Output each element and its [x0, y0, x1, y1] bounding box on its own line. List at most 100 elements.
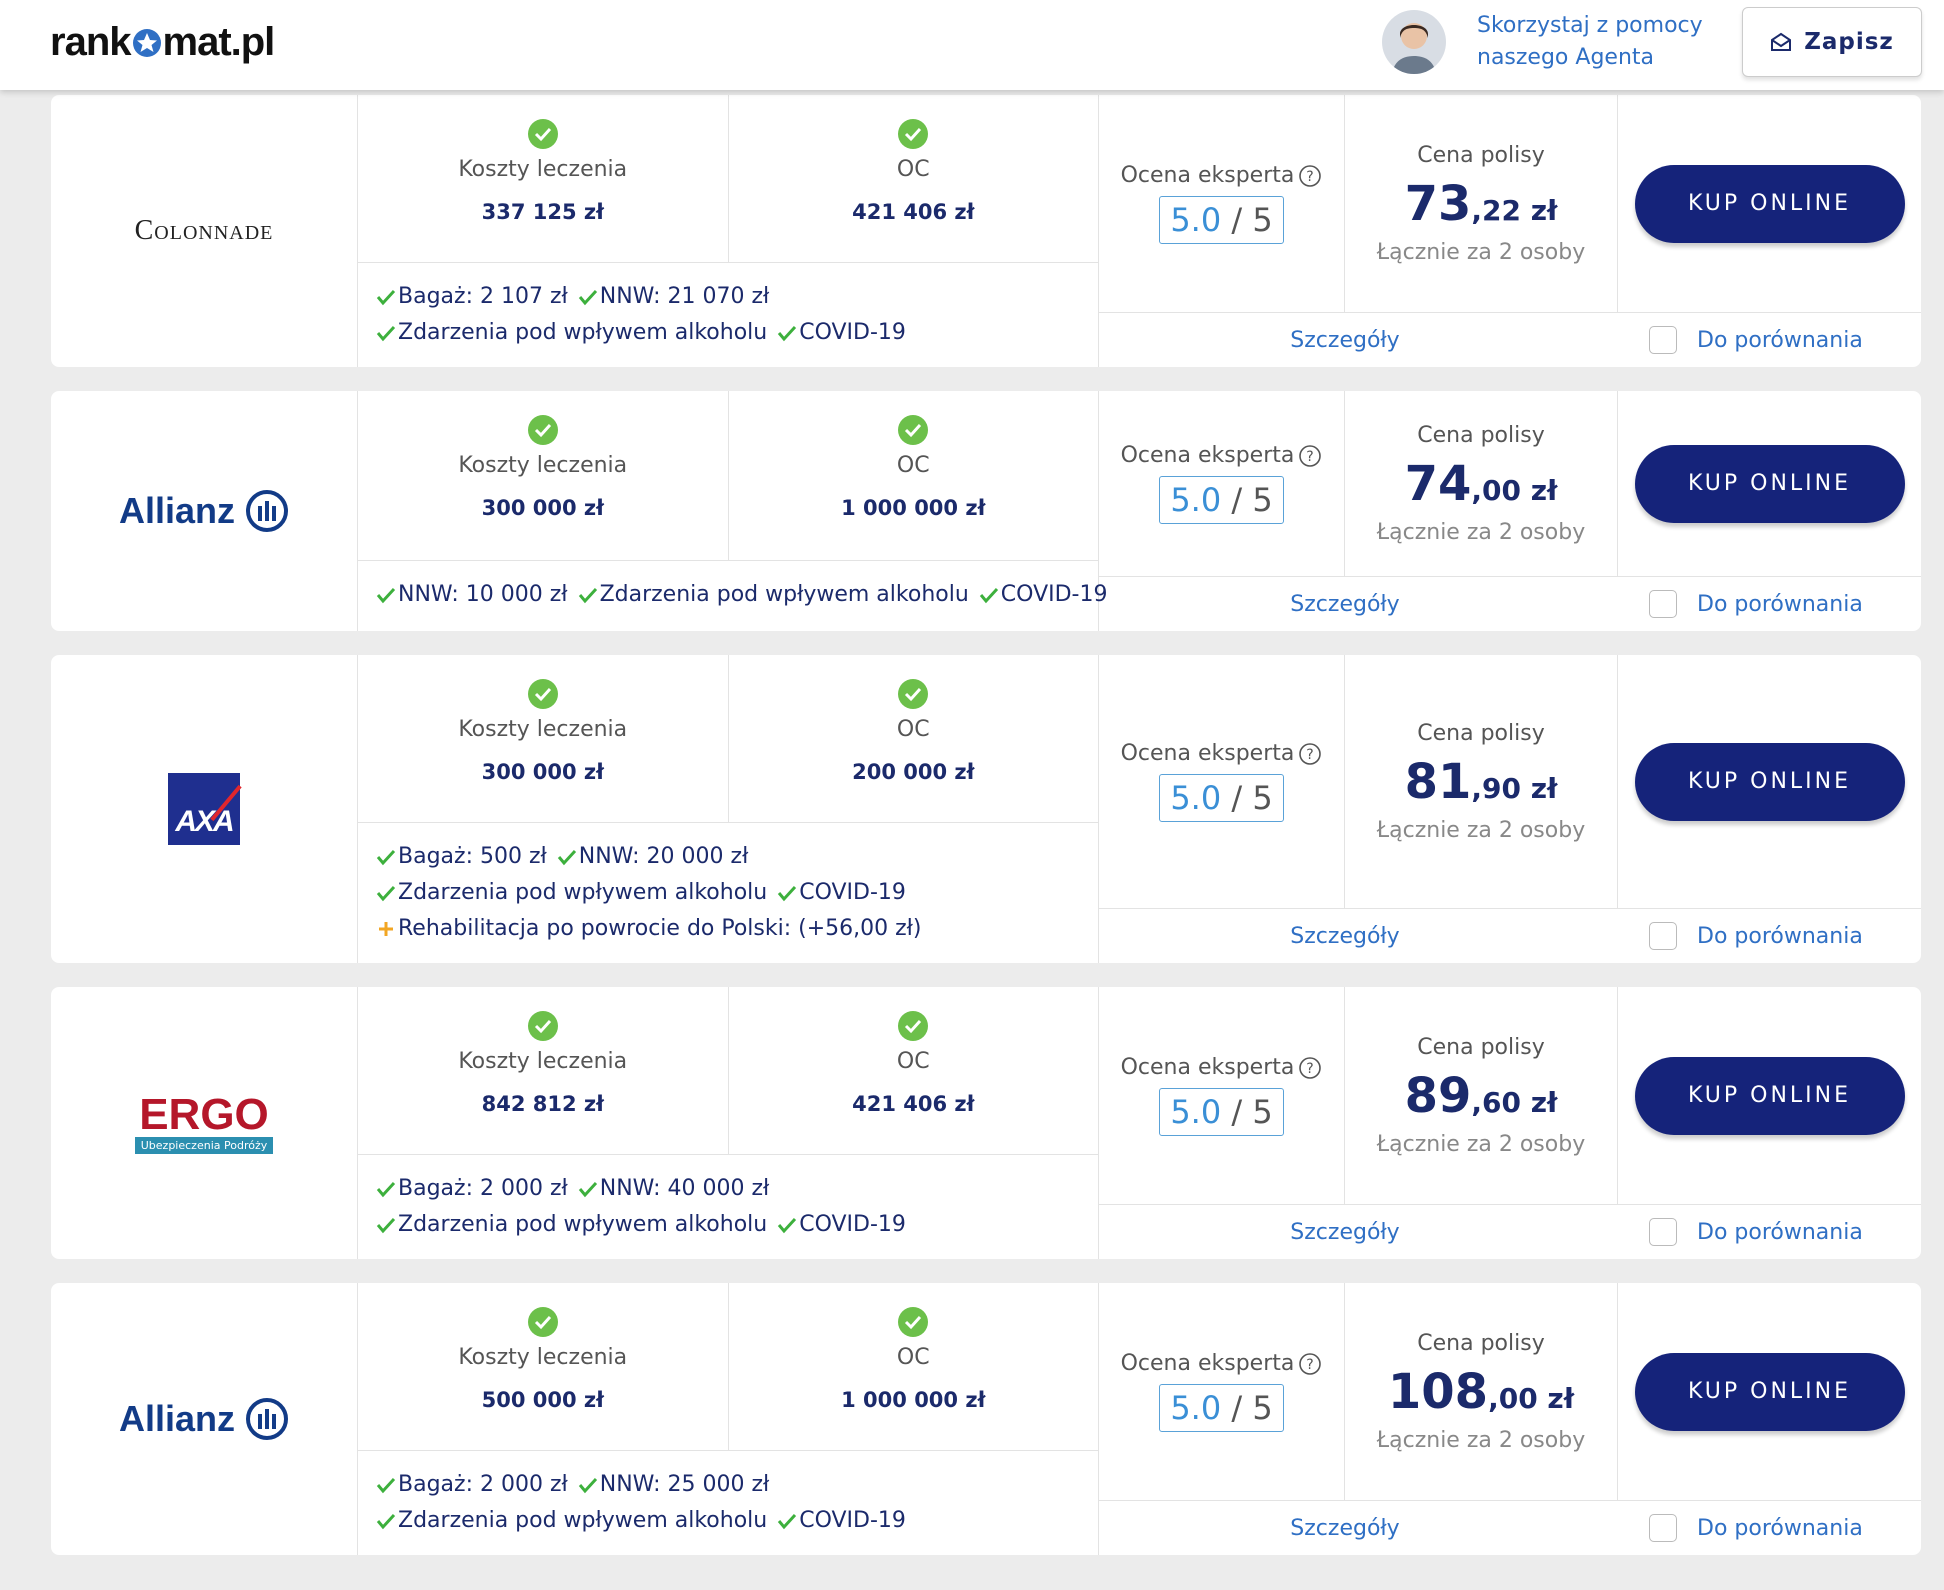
- buy-button[interactable]: KUP ONLINE: [1634, 1056, 1905, 1135]
- icon: [979, 585, 999, 605]
- price-note: Łącznie za 2 osoby: [1376, 817, 1586, 843]
- compare[interactable]: Do porównania: [1591, 1514, 1921, 1542]
- coverage-value: 1 000 000 zł: [841, 496, 986, 520]
- coverage-label: Koszty leczenia: [458, 1345, 628, 1370]
- coverage-item: Koszty leczenia 337 125 zł: [358, 95, 728, 262]
- rating-value: 5.0: [1170, 779, 1222, 817]
- compare-label: Do porównania: [1697, 591, 1863, 617]
- details-link[interactable]: Szczegóły: [1290, 923, 1400, 949]
- price: Cena polisy 81,90 zł Łącznie za 2 osoby: [1345, 655, 1618, 908]
- icon: [376, 323, 396, 343]
- coverage-item: OC 200 000 zł: [727, 655, 1099, 822]
- coverage-main: Koszty leczenia 300 000 zł OC 200 000 zł: [358, 655, 1098, 823]
- offer-card: Colonnade Koszty leczenia 337 125 zł OC 421 …: [51, 95, 1921, 367]
- agent-help[interactable]: Skorzystaj z pomocy naszego Agenta: [1477, 10, 1703, 74]
- compare-checkbox[interactable]: [1649, 1218, 1677, 1246]
- extra-text: COVID-19: [799, 320, 906, 345]
- compare[interactable]: Do porównania: [1591, 922, 1921, 950]
- compare-checkbox[interactable]: [1649, 1514, 1677, 1542]
- offer-summary: Ocena eksperta? 5.0 / 5 Cena polisy 89,60 z…: [1099, 987, 1921, 1204]
- extra-text: Bagaż: 2 000 zł: [398, 1472, 568, 1497]
- rating-label: Ocena eksperta?: [1121, 163, 1323, 188]
- buy-wrap: KUP ONLINE: [1618, 391, 1921, 576]
- logo-star: [132, 28, 161, 57]
- offer-side: Ocena eksperta? 5.0 / 5 Cena polisy 81,90 z…: [1099, 655, 1921, 963]
- extras: Bagaż: 2 000 zł NNW: 40 000 zł Zdarzenia p…: [358, 1155, 1098, 1259]
- compare[interactable]: Do porównania: [1591, 326, 1921, 354]
- logo-text: AXA: [175, 805, 234, 838]
- rating-label-text: Ocena eksperta: [1120, 741, 1295, 766]
- extra-item: Zdarzenia pod wpływem alkoholu: [376, 315, 767, 351]
- icon: [898, 119, 929, 149]
- compare[interactable]: Do porównania: [1591, 590, 1921, 618]
- logo: Allianz: [119, 489, 289, 533]
- price-decimal: ,90 zł: [1471, 771, 1558, 805]
- extra-text: Zdarzenia pod wpływem alkoholu: [398, 1508, 768, 1533]
- details-link[interactable]: Szczegóły: [1290, 1515, 1400, 1541]
- compare-label: Do porównania: [1697, 327, 1863, 353]
- save-button[interactable]: Zapisz: [1742, 7, 1922, 77]
- rating-box: 5.0 / 5: [1159, 1088, 1284, 1136]
- rating-label: Ocena eksperta?: [1121, 741, 1323, 766]
- icon[interactable]: ?: [1298, 1352, 1322, 1376]
- extras: Bagaż: 500 zł NNW: 20 000 zł Zdarzenia pod…: [358, 823, 1098, 963]
- insurer-logo: Allianz: [51, 1283, 358, 1555]
- icon: [578, 1475, 598, 1495]
- buy-button[interactable]: KUP ONLINE: [1634, 444, 1905, 523]
- coverage-value: 1 000 000 zł: [841, 1388, 986, 1412]
- compare-checkbox[interactable]: [1649, 922, 1677, 950]
- insurer-logo: Colonnade: [51, 95, 358, 367]
- expert-rating: Ocena eksperta? 5.0 / 5: [1099, 655, 1345, 908]
- icon[interactable]: ?: [1298, 1056, 1322, 1080]
- icon: [376, 287, 396, 307]
- logo-text: Colonnade: [134, 215, 274, 246]
- extra-text: Bagaż: 500 zł: [398, 844, 547, 869]
- price-label: Cena polisy: [1417, 720, 1545, 746]
- price-label: Cena polisy: [1417, 422, 1545, 448]
- rating-max: / 5: [1231, 1093, 1273, 1131]
- rating-max: / 5: [1231, 779, 1273, 817]
- details-link[interactable]: Szczegóły: [1290, 591, 1400, 617]
- logo-text: mat.pl: [162, 20, 276, 64]
- details-link[interactable]: Szczegóły: [1290, 327, 1400, 353]
- extra-item: Bagaż: 500 zł: [376, 839, 547, 875]
- offer-card: AXA Koszty leczenia 300 000 zł OC 200 000 zł…: [51, 655, 1921, 963]
- buy-button[interactable]: KUP ONLINE: [1634, 742, 1905, 821]
- logo[interactable]: rank mat.pl: [50, 20, 276, 65]
- icon[interactable]: ?: [1298, 164, 1322, 188]
- compare-checkbox[interactable]: [1649, 590, 1677, 618]
- coverage-value: 842 812 zł: [481, 1092, 604, 1116]
- extras: NNW: 10 000 zł Zdarzenia pod wpływem alko…: [358, 561, 1107, 629]
- coverage: Koszty leczenia 337 125 zł OC 421 406 zł Bag…: [358, 95, 1099, 367]
- offer-card: ERGO Ubezpieczenia Podróży Koszty leczenia…: [51, 987, 1921, 1259]
- coverage-item: Koszty leczenia 300 000 zł: [358, 391, 728, 560]
- buy-button[interactable]: KUP ONLINE: [1634, 1352, 1905, 1431]
- rating-value: 5.0: [1170, 1389, 1222, 1427]
- extras-line: Zdarzenia pod wpływem alkoholu COVID-19: [376, 1503, 1080, 1539]
- extra-item: NNW: 21 070 zł: [578, 279, 769, 315]
- icon: [777, 323, 797, 343]
- price-decimal: ,22 zł: [1471, 193, 1558, 227]
- offer-side: Ocena eksperta? 5.0 / 5 Cena polisy 74,00 z…: [1099, 391, 1921, 631]
- coverage-item: OC 421 406 zł: [727, 95, 1099, 262]
- compare-checkbox[interactable]: [1649, 326, 1677, 354]
- price-value: 108,00 zł: [1388, 1364, 1574, 1420]
- buy-button[interactable]: KUP ONLINE: [1634, 164, 1905, 243]
- extra-item: NNW: 10 000 zł: [376, 577, 568, 613]
- icon: [557, 847, 577, 867]
- offer-summary: Ocena eksperta? 5.0 / 5 Cena polisy 74,00 z…: [1099, 391, 1921, 576]
- expert-rating: Ocena eksperta? 5.0 / 5: [1099, 391, 1345, 576]
- extra-text: NNW: 20 000 zł: [578, 844, 749, 869]
- details-link[interactable]: Szczegóły: [1290, 1219, 1400, 1245]
- coverage-item: OC 1 000 000 zł: [727, 1283, 1099, 1450]
- compare[interactable]: Do porównania: [1591, 1218, 1921, 1246]
- header: rank mat.pl Skorzystaj z pomocy naszego Ag…: [0, 0, 1944, 90]
- extra-item: NNW: 25 000 zł: [578, 1467, 769, 1503]
- price-value: 89,60 zł: [1405, 1068, 1558, 1124]
- extras-line: NNW: 10 000 zł Zdarzenia pod wpływem alko…: [376, 577, 1107, 613]
- rating-label-text: Ocena eksperta: [1120, 1351, 1295, 1376]
- icon: [527, 415, 558, 445]
- rating-label-text: Ocena eksperta: [1120, 163, 1295, 188]
- icon[interactable]: ?: [1298, 444, 1322, 468]
- icon[interactable]: ?: [1298, 742, 1322, 766]
